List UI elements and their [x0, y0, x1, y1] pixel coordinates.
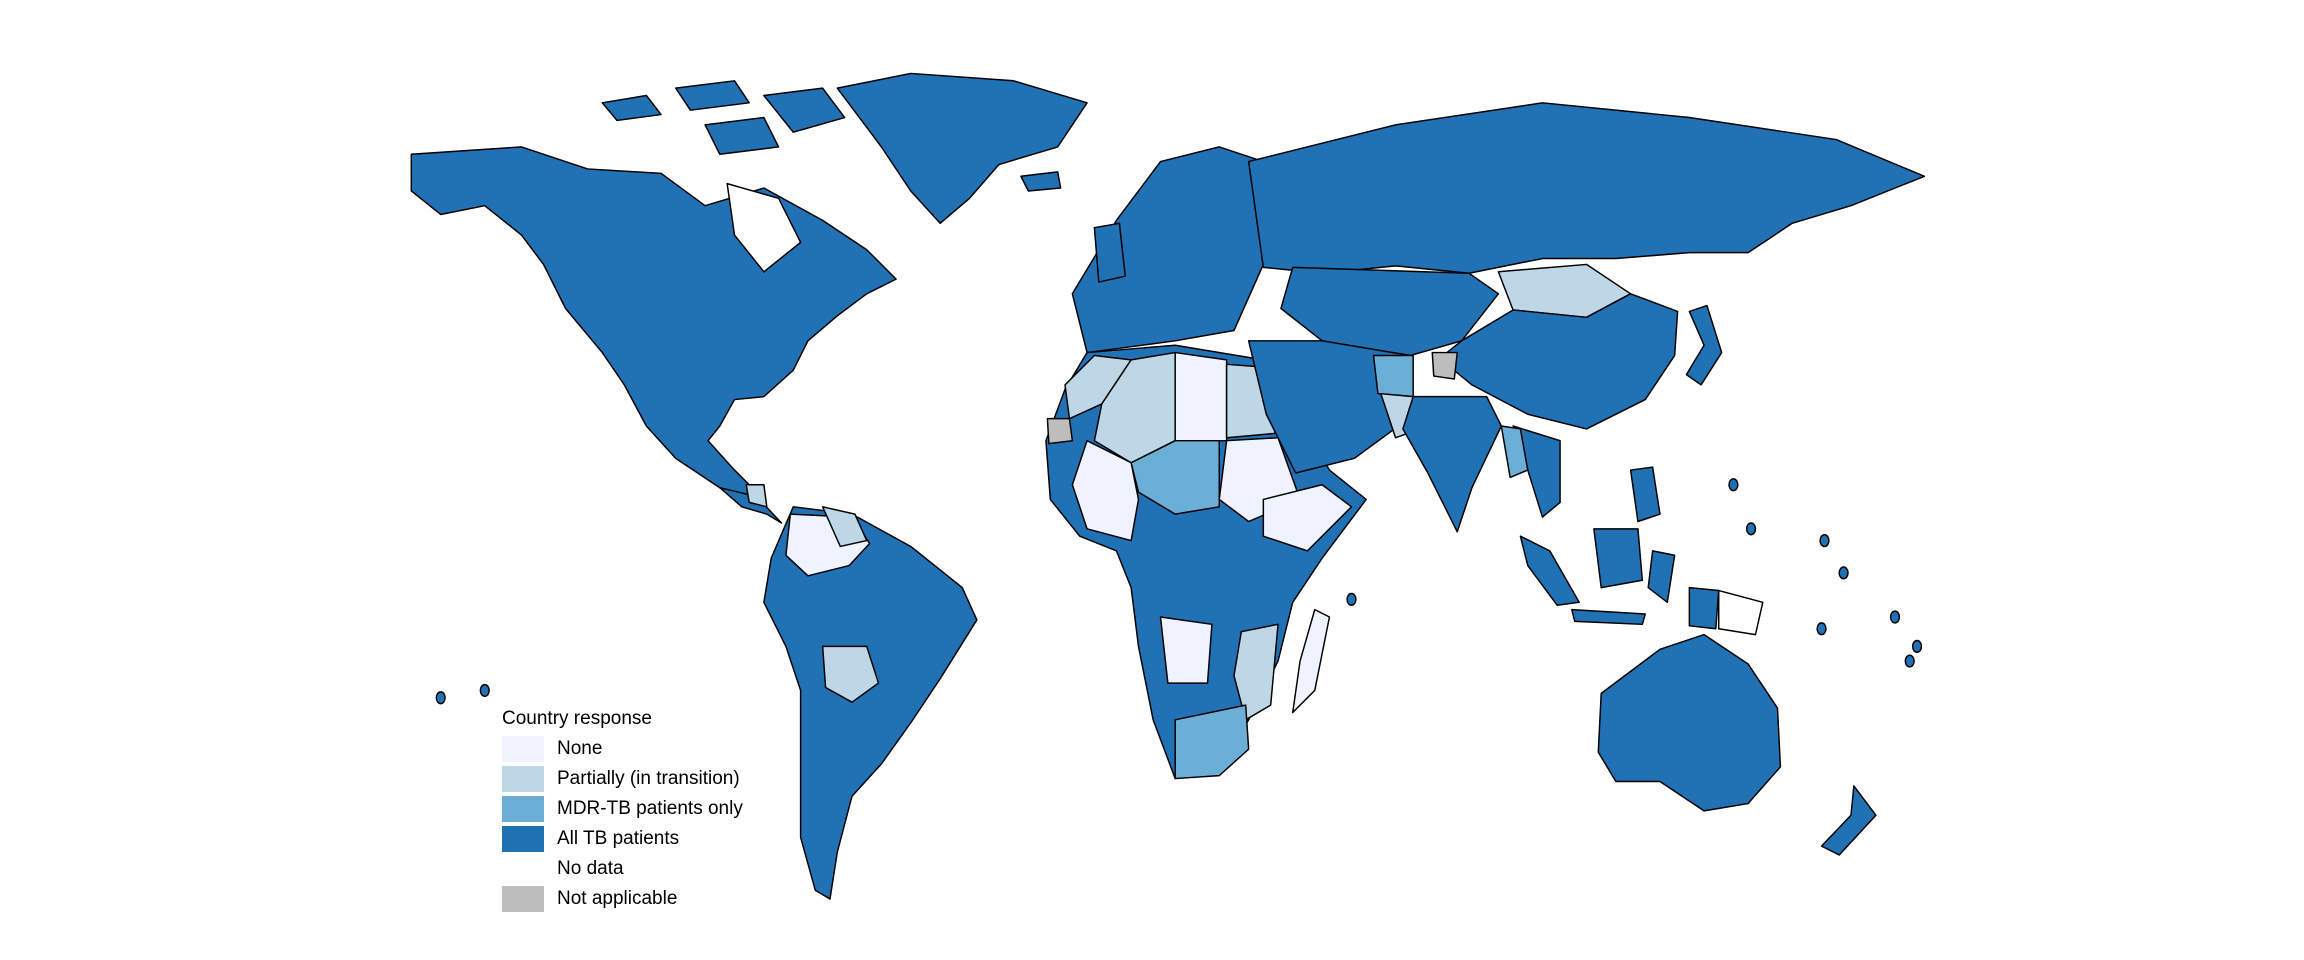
legend-item-nodata: No data — [502, 854, 743, 884]
region-west-africa — [1071, 439, 1140, 542]
region-niger-chad — [1130, 439, 1221, 515]
region-java — [1571, 608, 1647, 626]
region-australia — [1597, 633, 1782, 812]
region-sulawesi — [1647, 550, 1676, 604]
region-libya — [1174, 351, 1228, 442]
region-ethiopia — [1262, 484, 1353, 552]
legend: Country response None Partially (in trans… — [502, 704, 743, 914]
region-myanmar — [1500, 425, 1529, 479]
region-philippines — [1629, 466, 1661, 523]
region-island — [1838, 566, 1849, 580]
region-russia — [1247, 102, 1926, 274]
legend-label: Not applicable — [557, 888, 678, 909]
legend-swatch — [502, 736, 544, 762]
region-mozambique — [1233, 623, 1279, 721]
region-island — [1346, 592, 1357, 606]
region-papua-new-guinea — [1717, 589, 1764, 636]
region-arctic-island-2 — [675, 80, 750, 111]
legend-swatch — [502, 796, 544, 822]
legend-title: Country response — [502, 708, 652, 729]
region-madagascar — [1291, 608, 1331, 714]
region-south-africa — [1174, 704, 1250, 780]
region-borneo — [1593, 528, 1644, 589]
legend-label: Partially (in transition) — [557, 768, 740, 789]
region-island — [435, 691, 446, 705]
region-central-asia — [1280, 266, 1500, 357]
legend-item-none: None — [502, 734, 743, 764]
region-hudson-bay — [726, 182, 802, 273]
legend-label: No data — [557, 858, 624, 879]
region-nicaragua — [745, 484, 768, 508]
region-angola — [1159, 616, 1213, 684]
region-island — [1911, 639, 1923, 653]
region-iceland — [1020, 171, 1062, 192]
legend-swatch — [502, 826, 544, 852]
legend-swatch — [502, 856, 544, 882]
region-island — [1889, 610, 1901, 624]
legend-item-all: All TB patients — [502, 824, 743, 854]
legend-label: All TB patients — [557, 828, 680, 849]
region-island — [1728, 478, 1739, 492]
legend-item-na: Not applicable — [502, 884, 743, 914]
region-south-america — [763, 506, 978, 900]
region-island — [479, 683, 490, 698]
region-bolivia — [821, 645, 880, 703]
legend-swatch — [502, 766, 544, 792]
legend-label: None — [557, 738, 603, 759]
region-japan — [1685, 304, 1723, 386]
region-western-sahara — [1046, 417, 1074, 445]
region-papua-west — [1688, 586, 1720, 630]
region-island — [1745, 522, 1757, 536]
legend-item-partial: Partially (in transition) — [502, 764, 743, 794]
region-island — [1816, 622, 1827, 636]
region-kashmir — [1431, 351, 1458, 380]
region-arctic-island-4 — [704, 116, 780, 155]
region-india — [1402, 395, 1503, 533]
region-sumatra — [1519, 535, 1580, 606]
region-greenland — [836, 72, 1088, 225]
region-arctic-island-3 — [763, 87, 846, 133]
region-arctic-island-1 — [601, 94, 662, 122]
region-china — [1438, 293, 1679, 430]
legend-label: MDR-TB patients only — [557, 798, 743, 819]
region-uk — [1093, 222, 1126, 283]
region-afghanistan — [1372, 354, 1414, 398]
region-island — [1904, 654, 1915, 668]
region-north-america — [410, 146, 897, 504]
region-new-zealand — [1820, 785, 1877, 856]
legend-swatch — [502, 886, 544, 912]
region-venezuela — [821, 506, 868, 548]
legend-item-mdr: MDR-TB patients only — [502, 794, 743, 824]
region-middle-east — [1247, 340, 1411, 474]
region-island — [1819, 533, 1830, 548]
